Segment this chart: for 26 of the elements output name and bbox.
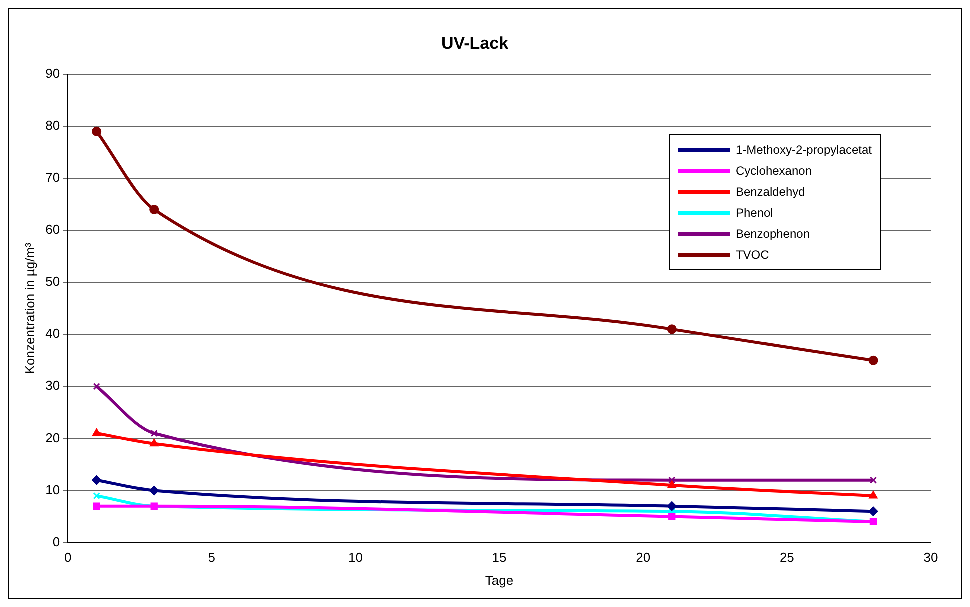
chart-title: UV-Lack (441, 34, 510, 53)
x-axis-title: Tage (485, 572, 514, 588)
x-tick-label: 0 (64, 550, 72, 566)
y-tick-label: 20 (46, 430, 60, 446)
y-tick-label: 70 (46, 170, 60, 186)
legend-label: Cyclohexanon (736, 164, 812, 178)
x-tick-label: 10 (348, 550, 363, 566)
legend-label: Benzaldehyd (736, 184, 806, 198)
x-tick-label: 25 (780, 550, 794, 566)
legend-label: Phenol (736, 206, 774, 220)
legend-label: 1-Methoxy-2-propylacetat (736, 142, 872, 156)
x-tick-label: 20 (636, 550, 651, 566)
y-tick-label: 90 (46, 66, 60, 81)
y-tick-label: 0 (52, 534, 60, 550)
x-tick-label: 5 (208, 550, 216, 566)
legend-label: TVOC (736, 248, 770, 262)
y-axis-title: Konzentration in µg/m³ (22, 242, 38, 374)
y-tick-label: 80 (46, 118, 60, 134)
y-tick-label: 40 (46, 326, 60, 342)
legend-label: Benzophenon (736, 226, 810, 240)
y-tick-label: 60 (46, 222, 60, 238)
y-tick-label: 10 (46, 482, 60, 498)
x-tick-label: 30 (924, 550, 938, 566)
x-tick-label: 15 (492, 550, 507, 566)
y-tick-label: 50 (46, 274, 60, 290)
y-tick-label: 30 (46, 378, 60, 394)
